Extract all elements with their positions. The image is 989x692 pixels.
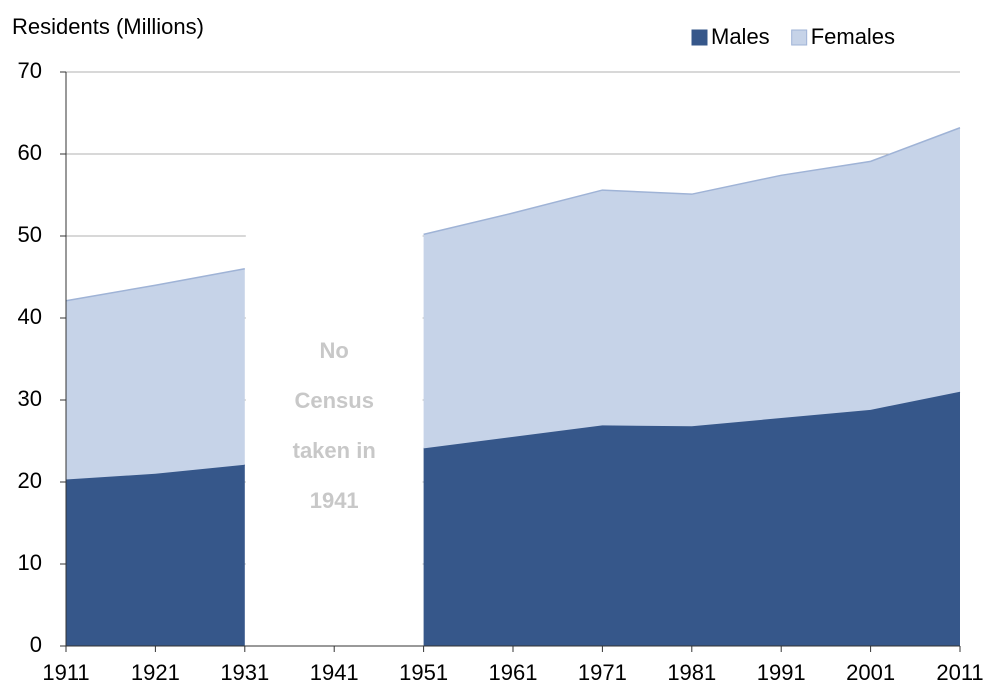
- annotation: taken in: [293, 438, 376, 463]
- area-fill: [66, 464, 245, 646]
- legend-swatch: [791, 29, 808, 46]
- x-tick-label: 2011: [936, 660, 983, 685]
- y-tick-label: 10: [18, 550, 42, 575]
- annotation: Census: [294, 388, 373, 413]
- area-fill: [423, 391, 961, 646]
- chart-title: Residents (Millions): [12, 14, 204, 39]
- x-tick-label: 1961: [489, 660, 538, 685]
- y-tick-label: 60: [18, 140, 42, 165]
- y-tick-label: 50: [18, 222, 42, 247]
- legend-swatch: [691, 29, 708, 46]
- area-fill: [423, 127, 961, 449]
- annotation: 1941: [310, 488, 359, 513]
- x-tick-label: 1921: [131, 660, 180, 685]
- x-tick-label: 1991: [757, 660, 806, 685]
- x-tick-label: 1971: [578, 660, 627, 685]
- y-tick-label: 30: [18, 386, 42, 411]
- y-tick-label: 40: [18, 304, 42, 329]
- x-tick-label: 1911: [42, 660, 89, 685]
- x-tick-label: 1981: [667, 660, 716, 685]
- annotation: No: [320, 338, 349, 363]
- legend-label: Males: [711, 24, 770, 49]
- gap-box: [245, 234, 423, 647]
- y-tick-label: 70: [18, 58, 42, 83]
- x-tick-label: 1931: [220, 660, 269, 685]
- y-tick-label: 20: [18, 468, 42, 493]
- x-tick-label: 1951: [399, 660, 448, 685]
- legend-label: Females: [811, 24, 895, 49]
- area-fill: [66, 268, 245, 480]
- x-tick-label: 2001: [846, 660, 895, 685]
- y-tick-label: 0: [30, 632, 42, 657]
- area-edge: [65, 127, 961, 302]
- x-tick-label: 1941: [310, 660, 359, 685]
